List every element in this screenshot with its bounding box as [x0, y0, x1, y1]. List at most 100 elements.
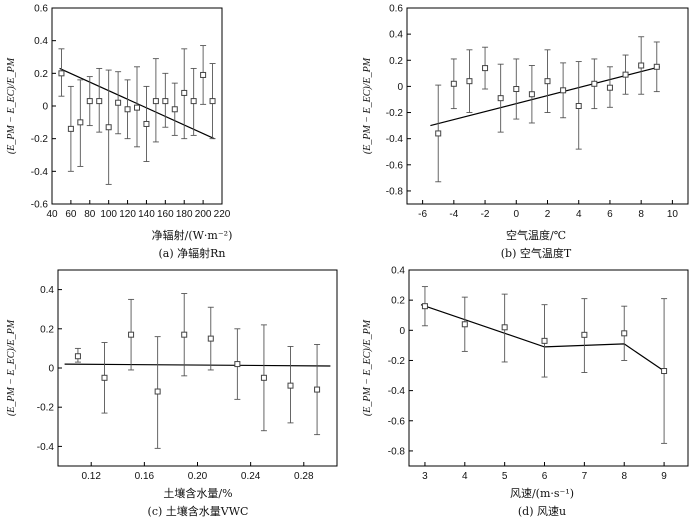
x-tick-label: 0.28 [294, 471, 314, 482]
data-point-marker [450, 80, 457, 87]
data-point-marker [181, 89, 188, 96]
data-point-marker [105, 124, 112, 131]
y-tick-label: -0.8 [388, 446, 406, 457]
data-point-marker [234, 361, 241, 368]
panel-d-caption: (d) 风速u [518, 505, 566, 518]
data-point-marker [591, 80, 598, 87]
y-axis-label: (E_PM − E_EC)/E_PM [362, 57, 373, 154]
y-tick-label: -0.2 [31, 134, 49, 145]
data-point-marker [497, 95, 504, 102]
x-tick-label: 60 [65, 209, 77, 220]
x-tick-label: 4 [462, 471, 468, 482]
x-tick-label: 5 [502, 471, 508, 482]
y-tick-label: -0.6 [31, 200, 49, 211]
y-tick-label: 0.2 [389, 56, 403, 67]
x-tick-label: -2 [481, 209, 490, 220]
y-tick-label: 0.4 [34, 36, 48, 47]
data-point-marker [96, 98, 103, 105]
data-point-marker [560, 87, 567, 94]
data-point-marker [575, 103, 582, 109]
data-point-marker [58, 70, 65, 77]
y-tick-label: -0.4 [37, 442, 55, 453]
data-point-marker [190, 98, 197, 105]
x-tick-label: 0.12 [81, 471, 101, 482]
data-point-marker [638, 62, 645, 69]
y-tick-label: 0 [397, 82, 403, 93]
data-point-marker [260, 374, 267, 381]
fit-line [430, 66, 661, 127]
panel-a-caption: (a) 净辐射Rn [158, 246, 225, 260]
plot-frame [408, 269, 689, 467]
data-point-marker [435, 130, 442, 137]
data-point-marker [162, 98, 169, 105]
y-tick-label: 0.2 [391, 296, 405, 307]
y-tick-label: 0.6 [34, 4, 48, 15]
y-tick-label: 0.2 [34, 69, 48, 80]
y-tick-label: 0.4 [389, 30, 403, 41]
y-axis-label: (E_PM − E_EC)/E_PM [6, 57, 17, 154]
y-tick-label: -0.4 [386, 134, 404, 145]
x-tick-label: 6 [607, 209, 613, 220]
data-point-marker [115, 99, 122, 106]
data-point-marker [622, 71, 629, 78]
y-tick-label: -0.6 [386, 160, 404, 171]
x-tick-label: 160 [157, 209, 174, 220]
data-point-marker [421, 303, 428, 310]
x-tick-label: 3 [422, 471, 428, 482]
x-tick-label: 8 [621, 471, 627, 482]
data-point-marker [544, 78, 551, 85]
x-tick-label: 200 [195, 209, 212, 220]
y-tick-label: -0.2 [388, 356, 406, 367]
x-tick-label: 0.20 [188, 471, 208, 482]
panel-b-xlabel: 空气温度/℃ [506, 228, 566, 242]
data-point-marker [86, 98, 93, 105]
x-tick-label: 10 [667, 209, 679, 220]
x-tick-label: 120 [119, 209, 136, 220]
x-tick-label: 4 [576, 209, 582, 220]
plot-frame [57, 269, 338, 467]
data-point-marker [606, 84, 613, 91]
y-tick-label: 0.4 [391, 266, 405, 277]
data-point-marker [77, 119, 84, 126]
data-point-marker [513, 86, 520, 93]
panel-d: 风速/(m·s⁻¹) (d) 风速u 3 4 5 6 7 8 9 -0.8 -0.6 -0.4 -0… [362, 266, 689, 518]
data-point-marker [501, 324, 508, 331]
x-tick-label: 180 [176, 209, 193, 220]
data-point-marker [171, 106, 178, 113]
panel-b-caption: (b) 空气温度T [501, 246, 572, 260]
data-point-marker [541, 337, 548, 344]
data-point-marker [528, 91, 535, 98]
data-point-marker [101, 374, 108, 381]
y-tick-label: 0.6 [389, 4, 403, 15]
panel-c-caption: (c) 土壤含水量VWC [148, 504, 249, 518]
y-tick-label: 0 [399, 326, 405, 337]
panel-c-xlabel: 土壤含水量/% [163, 486, 232, 500]
x-tick-label: 6 [542, 471, 548, 482]
x-tick-label: -6 [418, 209, 427, 220]
y-tick-label: -0.8 [386, 186, 404, 197]
x-tick-label: 0 [513, 209, 519, 220]
x-tick-label: 80 [84, 209, 96, 220]
y-axis-label: (E_PM − E_EC)/E_PM [6, 319, 17, 416]
y-tick-label: 0.4 [40, 285, 54, 296]
data-point-marker [152, 98, 159, 105]
data-point-marker [154, 388, 161, 395]
data-point-marker [661, 368, 668, 375]
data-point-marker [482, 65, 489, 72]
x-tick-label: 7 [582, 471, 588, 482]
data-point-marker [134, 104, 140, 111]
data-point-marker [581, 331, 588, 338]
y-tick-label: 0 [48, 364, 54, 375]
data-point-marker [74, 353, 81, 360]
data-point-marker [143, 120, 150, 127]
data-point-marker [287, 382, 294, 389]
data-point-marker [621, 330, 628, 337]
x-tick-label: 0.24 [241, 471, 261, 482]
data-point-marker [124, 106, 131, 113]
panel-d-xlabel: 风速/(m·s⁻¹) [510, 487, 574, 500]
y-tick-label: 0.2 [40, 324, 54, 335]
data-point-marker [181, 331, 188, 338]
y-tick-label: -0.4 [31, 167, 49, 178]
data-point-marker [314, 386, 321, 393]
fit-line [420, 304, 665, 372]
